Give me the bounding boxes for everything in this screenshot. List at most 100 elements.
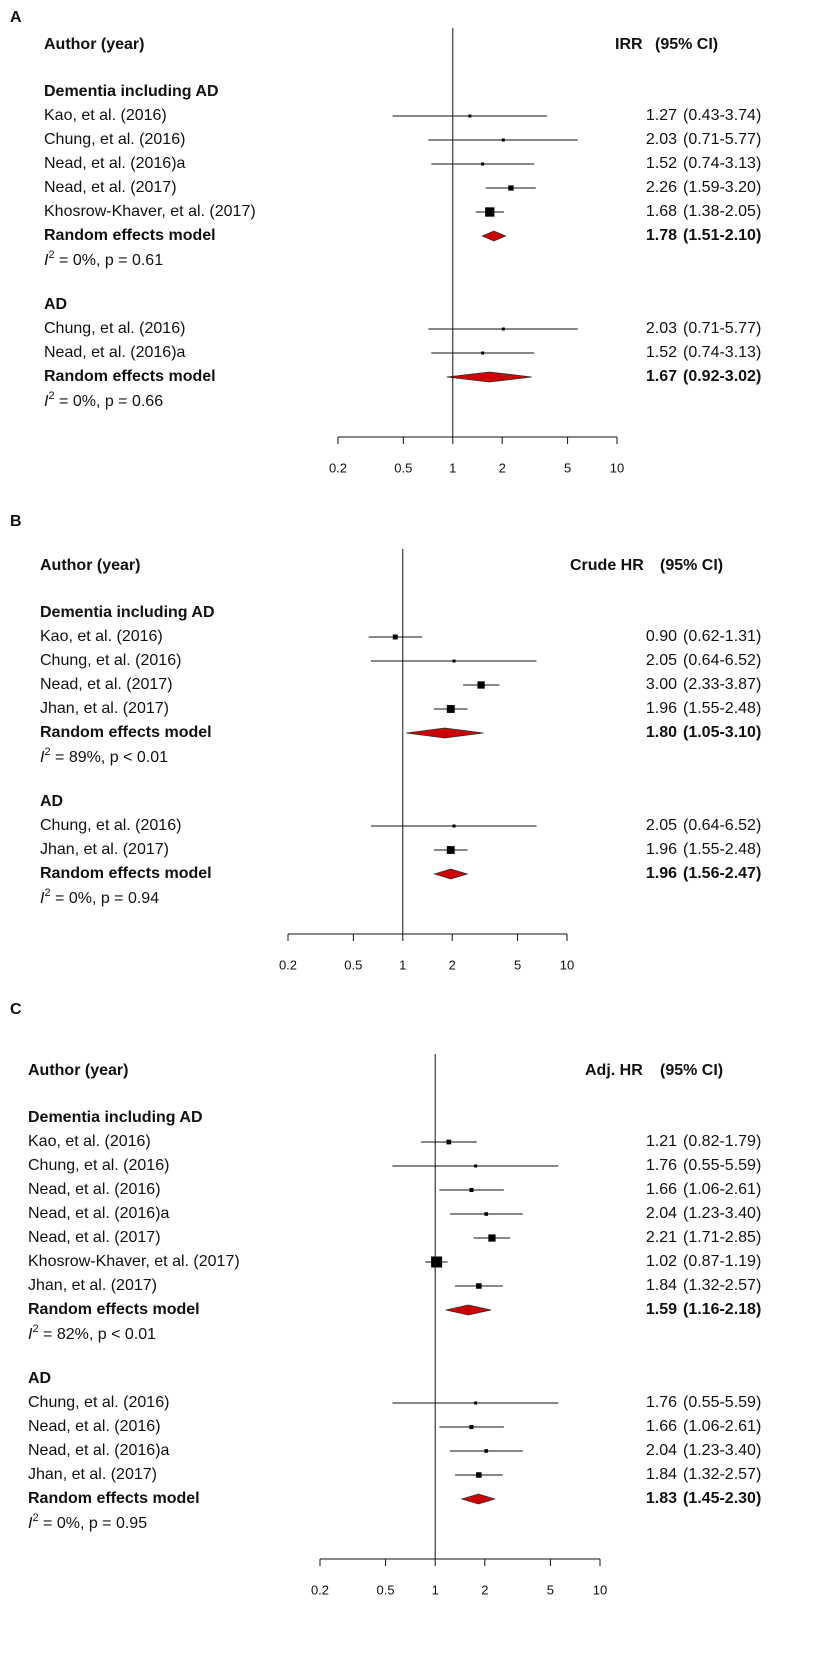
column-header: Author (year) [44,36,144,53]
ci-label: (1.23-3.40) [683,1205,761,1222]
estimate-label: 2.04 [646,1442,677,1459]
ci-label: (1.59-3.20) [683,179,761,196]
study-box [481,162,485,166]
pooled-diamond [433,868,469,880]
ci-label: (0.82-1.79) [683,1133,761,1150]
study-box [508,185,514,191]
ci-header: (95% CI) [660,557,723,574]
ci-label: (2.33-3.87) [683,676,761,693]
estimate-label: 1.96 [646,700,677,717]
x-tick-label: 0.2 [311,1582,329,1597]
study-label: Nead, et al. (2017) [40,676,173,693]
study-label: Nead, et al. (2016) [28,1181,161,1198]
pooled-label: Random effects model [28,1490,200,1507]
pooled-diamond [446,371,532,383]
study-label: Nead, et al. (2016) [28,1418,161,1435]
het-text: = 0%, p = 0.95 [39,1515,148,1532]
x-tick-label: 0.5 [394,460,412,475]
x-tick-label: 0.5 [377,1582,395,1597]
pooled-label: Random effects model [40,865,212,882]
het-power: 2 [44,746,50,758]
estimate-label: 3.00 [646,676,677,693]
ci-label: (0.55-5.59) [683,1157,761,1174]
estimate-label: 1.21 [646,1133,677,1150]
study-label: Kao, et al. (2016) [40,628,163,645]
x-tick-label: 0.2 [279,957,297,972]
panel-label: B [10,513,22,530]
group-title: Dementia including AD [40,604,215,621]
study-label: Chung, et al. (2016) [28,1394,169,1411]
estimate-label: 1.96 [646,841,677,858]
study-label: Jhan, et al. (2017) [28,1277,157,1294]
het-symbol: I [40,749,45,766]
x-tick-label: 1 [399,957,406,972]
study-label: Khosrow-Khaver, et al. (2017) [28,1253,240,1270]
study-box [477,681,485,689]
x-tick-label: 10 [593,1582,607,1597]
x-tick-label: 2 [499,460,506,475]
effect-header: Crude HR [570,557,644,574]
study-box [446,1139,452,1145]
het-power: 2 [48,390,54,402]
ci-label: (0.71-5.77) [683,131,761,148]
het-power: 2 [32,1323,38,1335]
het-symbol: I [44,252,49,269]
ci-label: (1.32-2.57) [683,1277,761,1294]
ci-label: (1.38-2.05) [683,203,761,220]
pooled-diamond [460,1493,497,1505]
pooled-label: Random effects model [28,1301,200,1318]
het-text: = 89%, p < 0.01 [51,749,169,766]
estimate-label: 2.03 [646,320,677,337]
study-box [446,705,455,713]
estimate-label: 1.84 [646,1466,677,1483]
estimate-label: 1.67 [646,368,677,385]
pooled-label: Random effects model [44,227,216,244]
het-symbol: I [28,1515,33,1532]
x-tick-label: 10 [560,957,574,972]
ci-label: (1.16-2.18) [683,1301,761,1318]
estimate-label: 1.84 [646,1277,677,1294]
heterogeneity: I2 = 0%, p = 0.61 [44,249,163,269]
study-label: Khosrow-Khaver, et al. (2017) [44,203,256,220]
group-title: AD [44,296,67,313]
study-box [476,1283,482,1289]
estimate-label: 1.66 [646,1181,677,1198]
group-title: Dementia including AD [44,83,219,100]
het-symbol: I [40,890,45,907]
estimate-label: 1.02 [646,1253,677,1270]
het-power: 2 [32,1512,38,1524]
estimate-label: 1.76 [646,1394,677,1411]
pooled-diamond [406,727,484,739]
estimate-label: 2.03 [646,131,677,148]
x-tick-label: 5 [514,957,521,972]
ci-label: (0.62-1.31) [683,628,761,645]
study-box [474,1401,478,1405]
estimate-label: 1.78 [646,227,677,244]
x-tick-label: 5 [547,1582,554,1597]
estimate-label: 1.27 [646,107,677,124]
ci-header: (95% CI) [655,36,718,53]
study-label: Kao, et al. (2016) [44,107,167,124]
study-label: Nead, et al. (2016)a [44,155,186,172]
ci-label: (1.55-2.48) [683,700,761,717]
study-box [484,1449,489,1453]
study-label: Kao, et al. (2016) [28,1133,151,1150]
ci-label: (1.32-2.57) [683,1466,761,1483]
ci-label: (1.51-2.10) [683,227,761,244]
study-box [476,1472,482,1478]
ci-header: (95% CI) [660,1062,723,1079]
ci-label: (1.56-2.47) [683,865,761,882]
study-label: Jhan, et al. (2017) [40,841,169,858]
x-tick-label: 1 [449,460,456,475]
study-box [488,1234,496,1242]
column-header: Author (year) [28,1062,128,1079]
group-title: AD [40,793,63,810]
study-box [452,659,456,663]
study-label: Nead, et al. (2017) [28,1229,161,1246]
study-box [485,207,495,217]
het-text: = 0%, p = 0.61 [55,252,164,269]
effect-header: IRR [615,36,643,53]
het-symbol: I [44,393,49,410]
x-tick-label: 0.2 [329,460,347,475]
study-label: Jhan, et al. (2017) [40,700,169,717]
